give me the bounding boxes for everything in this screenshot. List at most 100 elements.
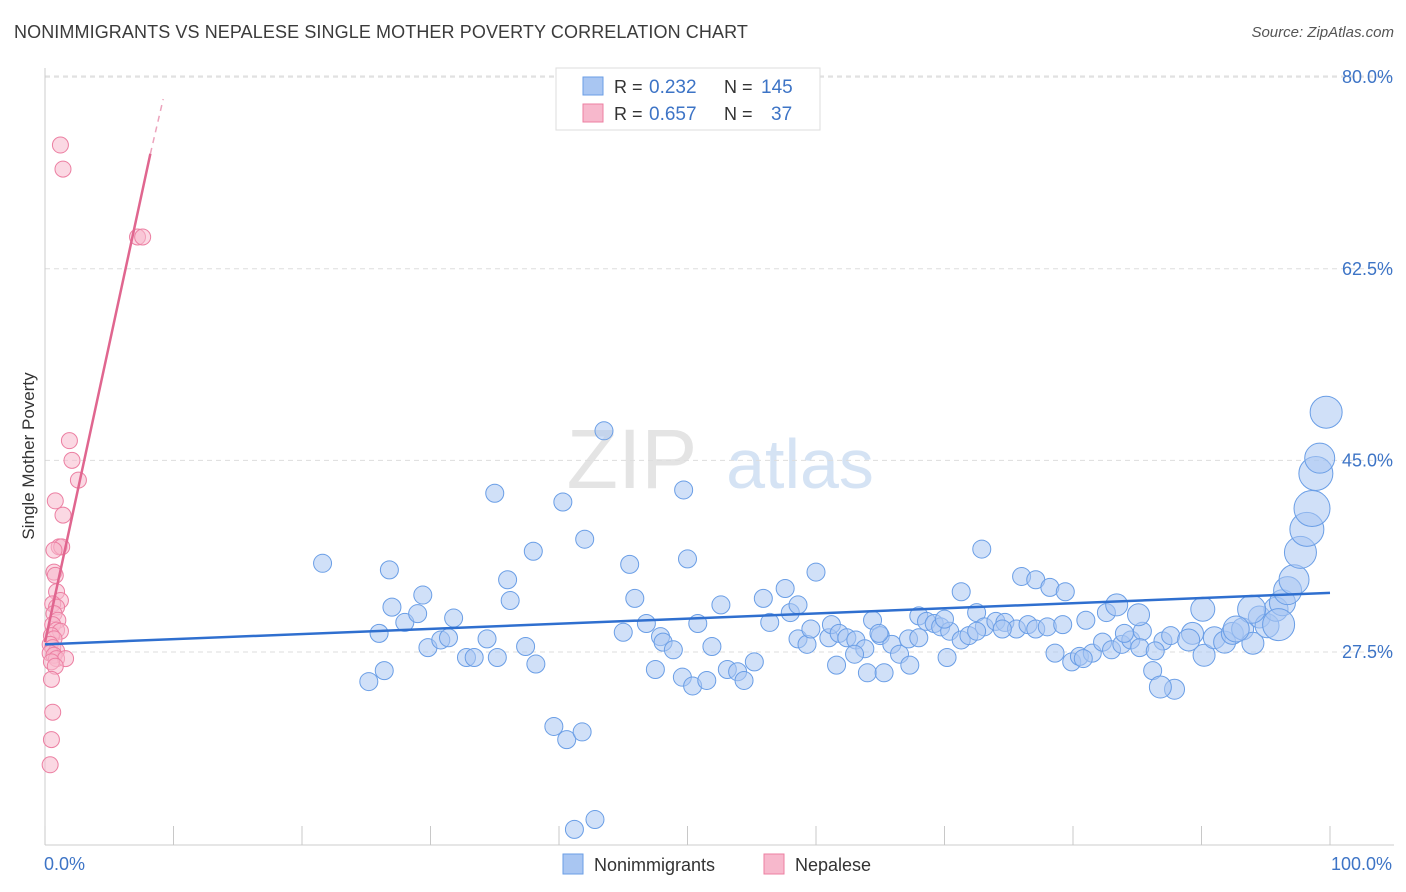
nonimmigrants-point <box>702 637 722 657</box>
stats-legend-r-label: R = <box>614 104 643 124</box>
nonimmigrants-point <box>753 588 773 608</box>
nonimmigrants-point <box>734 670 754 690</box>
nonimmigrants-point <box>575 529 595 549</box>
nonimmigrants-point <box>485 483 505 503</box>
nonimmigrants-point <box>1045 643 1065 663</box>
nonimmigrants-point <box>760 612 780 632</box>
stats-legend-n-label: N = <box>724 77 753 97</box>
nonimmigrants-point <box>1190 596 1216 622</box>
stats-legend: R = 0.232 N = 145 R = 0.657 N = 37 <box>555 67 821 131</box>
nepalese-point <box>54 160 72 178</box>
nonimmigrants-point <box>1161 626 1181 646</box>
stats-legend-r-label: R = <box>614 77 643 97</box>
legend-label-nepalese: Nepalese <box>795 855 871 875</box>
nonimmigrants-point <box>464 647 484 667</box>
nonimmigrants-point <box>788 595 808 615</box>
nonimmigrants-point <box>678 549 697 569</box>
nepalese-point <box>46 492 64 510</box>
nepalese-point <box>42 731 60 749</box>
stats-legend-swatch-pink <box>582 103 604 123</box>
nonimmigrants-point <box>625 588 645 608</box>
nonimmigrants-point <box>1222 615 1250 643</box>
nonimmigrants-point <box>359 672 379 692</box>
series-legend: Nonimmigrants Nepalese <box>562 853 871 875</box>
nonimmigrants-point <box>408 604 428 624</box>
nepalese-trend-line <box>43 153 152 643</box>
nonimmigrants-point <box>874 663 894 683</box>
nonimmigrants-point <box>477 629 497 649</box>
stats-legend-r-value: 0.657 <box>649 104 697 125</box>
nonimmigrants-point <box>1127 603 1151 627</box>
watermark-atlas: atlas <box>726 425 874 503</box>
nonimmigrants-point <box>972 539 992 559</box>
nonimmigrants-point <box>827 655 847 675</box>
nepalese-point <box>134 228 152 246</box>
nonimmigrants-point <box>900 655 920 675</box>
nonimmigrants-point <box>438 628 458 648</box>
nepalese-point <box>41 756 59 774</box>
nonimmigrants-point <box>382 597 402 617</box>
nonimmigrants-point <box>1114 623 1134 643</box>
y-tick-label: 80.0% <box>1342 67 1393 87</box>
legend-swatch-nepalese <box>763 853 785 875</box>
nonimmigrants-point <box>1293 490 1331 528</box>
nonimmigrants-point <box>516 637 536 657</box>
nonimmigrants-point <box>413 585 433 605</box>
nonimmigrants-trend-line <box>44 591 1331 646</box>
stats-legend-n-value: 37 <box>771 104 792 125</box>
nonimmigrants-point <box>557 730 577 750</box>
nonimmigrants-point <box>564 819 584 839</box>
trend-lines <box>43 98 1331 646</box>
stats-legend-n-value: 145 <box>761 77 793 98</box>
nonimmigrants-point <box>620 554 640 574</box>
nepalese-point <box>51 136 69 154</box>
nonimmigrants-point <box>775 578 795 598</box>
nonimmigrants-point <box>572 722 592 742</box>
nonimmigrants-point <box>992 619 1012 639</box>
stats-legend-swatch-blue <box>582 76 604 96</box>
nonimmigrants-point <box>487 647 507 667</box>
y-tick-label: 27.5% <box>1342 642 1393 662</box>
nonimmigrants-point <box>663 640 683 660</box>
legend-label-nonimmigrants: Nonimmigrants <box>594 855 715 875</box>
nonimmigrants-point <box>937 647 957 667</box>
nonimmigrants-point <box>869 623 889 643</box>
nonimmigrants-point <box>697 670 717 690</box>
nonimmigrants-point <box>544 716 564 736</box>
nonimmigrants-point <box>1105 593 1129 617</box>
nonimmigrants-point <box>585 810 605 830</box>
stats-legend-n-label: N = <box>724 104 753 124</box>
nepalese-point <box>54 506 72 524</box>
nonimmigrants-point <box>594 421 614 441</box>
nonimmigrants-point <box>744 652 764 672</box>
nonimmigrants-point <box>1076 610 1096 630</box>
stats-legend-r-value: 0.232 <box>649 77 697 98</box>
y-tick-label: 45.0% <box>1342 450 1393 470</box>
nonimmigrants-point <box>374 661 394 681</box>
y-axis-label: Single Mother Poverty <box>19 372 38 540</box>
series-nonimmigrants <box>313 395 1343 839</box>
nonimmigrants-point <box>1262 608 1296 642</box>
nonimmigrants-point <box>444 608 464 628</box>
source-credit: Source: ZipAtlas.com <box>1251 24 1394 41</box>
nonimmigrants-point <box>553 492 573 512</box>
nonimmigrants-point <box>613 622 633 642</box>
watermark: ZIP atlas <box>567 412 874 506</box>
nonimmigrants-point <box>636 614 656 634</box>
nonimmigrants-point <box>1177 628 1201 652</box>
nonimmigrants-point <box>909 628 929 648</box>
nonimmigrants-point <box>801 619 821 639</box>
nonimmigrants-point <box>1145 641 1165 661</box>
nepalese-point <box>45 541 63 559</box>
y-tick-label: 62.5% <box>1342 259 1393 279</box>
nonimmigrants-point <box>523 541 543 561</box>
nonimmigrants-point <box>500 591 520 611</box>
nepalese-trend-extension <box>149 98 164 154</box>
nonimmigrants-point <box>674 480 694 500</box>
nonimmigrants-point <box>951 582 971 602</box>
nonimmigrants-point <box>1053 615 1073 635</box>
nonimmigrants-point <box>313 553 333 573</box>
nonimmigrants-point <box>1130 638 1150 658</box>
axes: 27.5% 45.0% 62.5% 80.0% 0.0% 100.0% <box>44 67 1394 874</box>
